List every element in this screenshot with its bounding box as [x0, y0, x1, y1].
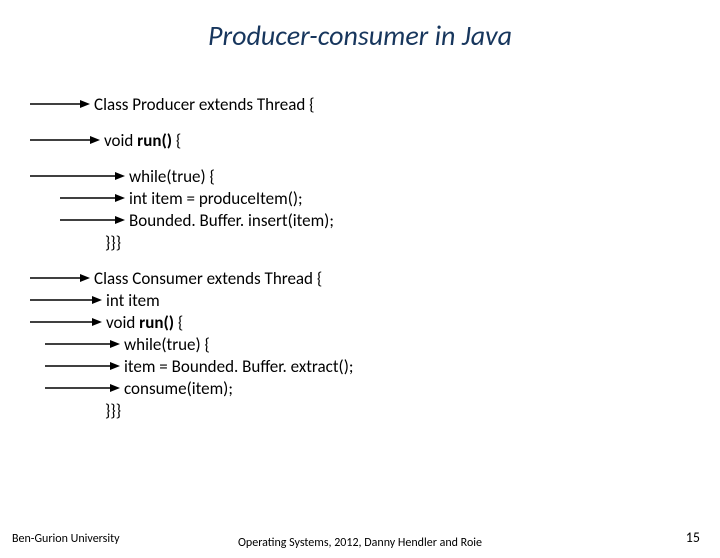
- arrow-icon: [30, 316, 102, 328]
- slide-title: Producer-consumer in Java: [0, 18, 720, 53]
- code-line: int item = produceItem();: [30, 187, 353, 209]
- code-line: Bounded. Buffer. insert(item);: [30, 209, 353, 231]
- code-line: void run() {: [30, 311, 353, 333]
- arrow-icon: [45, 360, 120, 372]
- arrow-icon: [30, 98, 90, 110]
- code-line: consume(item);: [30, 377, 353, 399]
- arrow-icon: [30, 272, 90, 284]
- arrow-icon: [30, 170, 125, 182]
- code-line: item = Bounded. Buffer. extract();: [30, 355, 353, 377]
- code-line: }}}: [30, 231, 353, 253]
- arrow-icon: [60, 214, 125, 226]
- code-line: Class Consumer extends Thread {: [30, 267, 353, 289]
- code-line: int item: [30, 289, 353, 311]
- arrow-icon: [60, 192, 125, 204]
- arrow-icon: [30, 134, 100, 146]
- arrow-icon: [45, 382, 120, 394]
- arrow-icon: [30, 294, 102, 306]
- code-line: }}}: [30, 399, 353, 421]
- code-content: Class Producer extends Thread { void run(…: [30, 93, 353, 421]
- code-line: Class Producer extends Thread {: [30, 93, 353, 115]
- footer-center: Operating Systems, 2012, Danny Hendler a…: [210, 536, 510, 550]
- footer-left: Ben-Gurion University: [12, 532, 120, 546]
- code-line: void run() {: [30, 129, 353, 151]
- code-line: while(true) {: [30, 165, 353, 187]
- page-number: 15: [686, 529, 700, 546]
- arrow-icon: [45, 338, 120, 350]
- code-line: while(true) {: [30, 333, 353, 355]
